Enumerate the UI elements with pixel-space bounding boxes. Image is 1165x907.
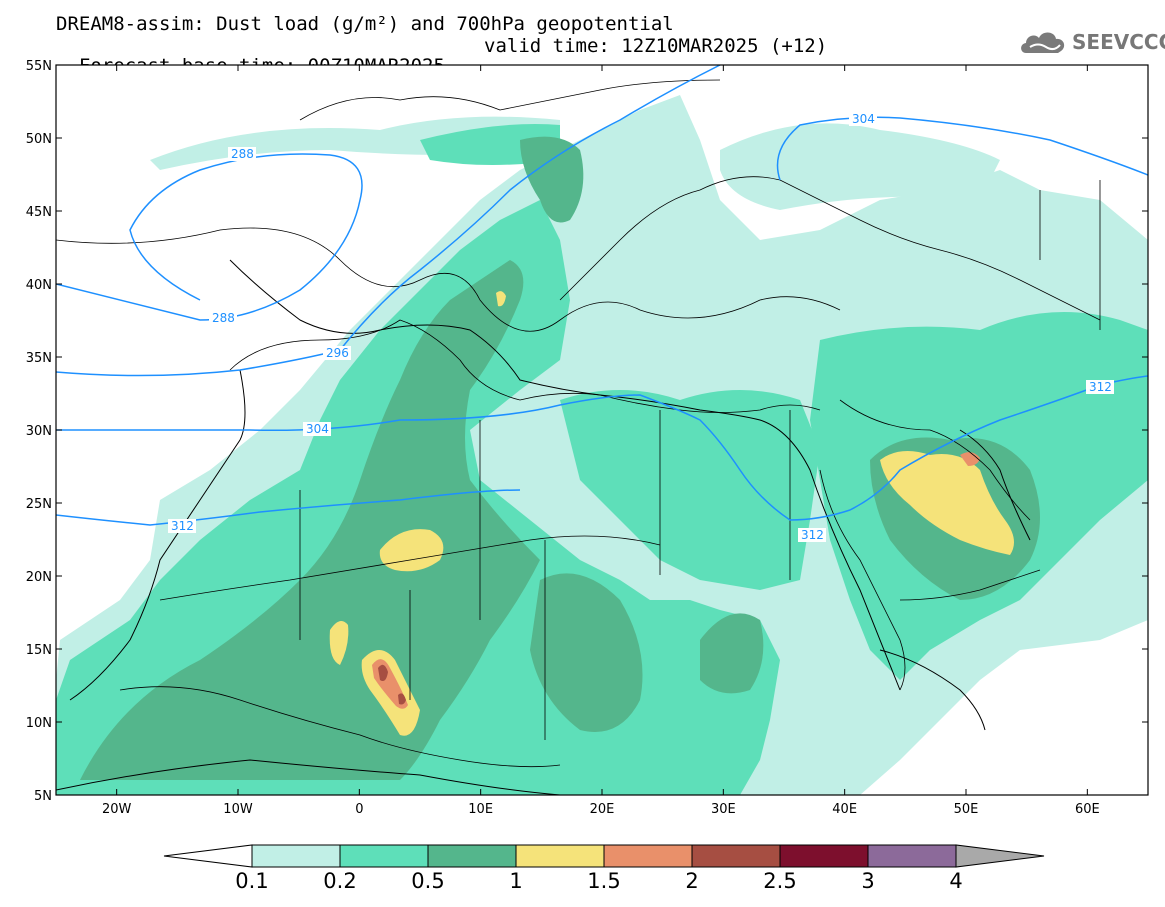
country-boundaries [56, 79, 1101, 768]
colorbar-label: 0.1 [235, 869, 268, 893]
contour-label-312b: 312 [801, 528, 824, 542]
coastlines [56, 259, 1031, 795]
colorbar-swatch [603, 844, 693, 868]
contour-labels: 288 304 288 296 304 312 312 312 [168, 112, 1114, 542]
lat-tick-label: 5N [34, 789, 52, 804]
contour-label-312c: 312 [1089, 380, 1112, 394]
lat-tick-label: 35N [26, 351, 52, 366]
colorbar-label: 0.2 [323, 869, 356, 893]
lat-tick-label: 15N [26, 643, 52, 658]
contour-304b [776, 116, 1148, 181]
colorbar: 0.1 0.2 0.5 1 1.5 2 2.5 3 4 [163, 844, 1045, 893]
contour-296 [56, 65, 721, 377]
logo-text: SEEVCCC [1072, 30, 1165, 54]
colorbar-label: 4 [949, 869, 962, 893]
lon-tick-label: 10W [223, 802, 253, 817]
valid-time: valid time: 12Z10MAR2025 (+12) [484, 35, 828, 57]
seevccc-logo: SEEVCCC [1018, 26, 1165, 58]
lon-tick-label: 60E [1075, 802, 1100, 817]
colorbar-swatch [779, 844, 869, 868]
colorbar-swatch [691, 844, 781, 868]
contour-label-312a: 312 [171, 519, 194, 533]
colorbar-swatch [251, 844, 341, 868]
lat-tick-label: 40N [26, 278, 52, 293]
lat-tick-label: 20N [26, 570, 52, 585]
contour-312 [56, 489, 521, 526]
colorbar-swatch [427, 844, 517, 868]
cloud-icon [1021, 32, 1065, 53]
colorbar-above-arrow [955, 844, 1045, 868]
contour-label-296: 296 [326, 346, 349, 360]
colorbar-swatch [515, 844, 605, 868]
colorbar-label: 2.5 [763, 869, 796, 893]
lon-tick-label: 40E [832, 802, 857, 817]
contour-label-304a: 304 [852, 112, 875, 126]
colorbar-label: 2 [685, 869, 698, 893]
geopotential-contours [56, 65, 1148, 526]
latitude-axis: 55N 50N 45N 40N 35N 30N 25N 20N 15N 10N 5N [26, 59, 1148, 804]
colorbar-label: 1 [509, 869, 522, 893]
colorbar-label: 0.5 [411, 869, 444, 893]
lon-tick-label: 10E [468, 802, 493, 817]
lon-tick-label: 20W [102, 802, 132, 817]
lon-tick-label: 0 [355, 802, 363, 817]
colorbar-swatch [339, 844, 429, 868]
colorbar-label: 3 [861, 869, 874, 893]
contour-label-288a: 288 [231, 147, 254, 161]
contour-label-288b: 288 [212, 311, 235, 325]
lat-tick-label: 30N [26, 424, 52, 439]
longitude-axis: 20W 10W 0 10E 20E 30E 40E 50E 60E [102, 65, 1100, 817]
lat-tick-label: 25N [26, 497, 52, 512]
lon-tick-label: 50E [954, 802, 979, 817]
colorbar-below-arrow [163, 844, 253, 868]
contour-288 [56, 153, 363, 321]
map-title: DREAM8-assim: Dust load (g/m²) and 700hP… [56, 13, 674, 35]
lat-tick-label: 55N [26, 59, 52, 74]
lat-tick-label: 10N [26, 716, 52, 731]
contour-label-304b: 304 [306, 422, 329, 436]
contour-304 [56, 375, 1148, 521]
colorbar-swatch [867, 844, 957, 868]
lon-tick-label: 20E [590, 802, 615, 817]
lon-tick-label: 30E [711, 802, 736, 817]
lat-tick-label: 45N [26, 205, 52, 220]
lat-tick-label: 50N [26, 132, 52, 147]
dust-layer-2 [378, 664, 406, 705]
colorbar-label: 1.5 [587, 869, 620, 893]
